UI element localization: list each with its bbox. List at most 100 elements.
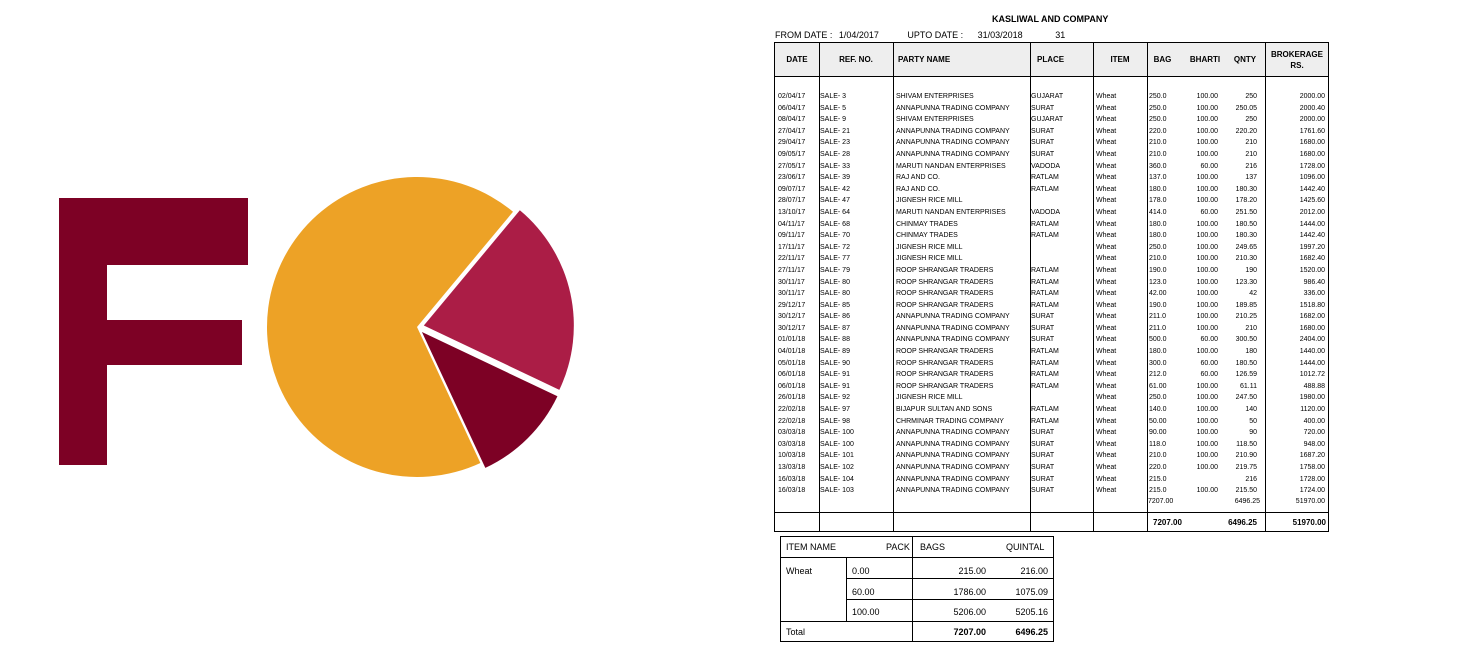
cell-ref: SALE- 72 — [820, 243, 850, 251]
cell-place: RATLAM — [1031, 174, 1059, 182]
cell-item: Wheat — [1096, 185, 1117, 193]
cell-bag: 180.0 — [1149, 185, 1167, 193]
cell-brokerage: 986.40 — [1303, 278, 1325, 286]
cell-party: CHRMINAR TRADING COMPANY — [896, 417, 1004, 425]
cell-qnty: 189.85 — [1235, 301, 1257, 309]
cell-qnty: 180.30 — [1235, 185, 1257, 193]
cell-item: Wheat — [1096, 406, 1117, 414]
cell-date: 30/11/17 — [778, 278, 805, 286]
cell-place: RATLAM — [1031, 382, 1059, 390]
cell-ref: SALE- 64 — [820, 208, 850, 216]
cell-bharti: 100.00 — [1196, 324, 1218, 332]
cell-qnty: 190 — [1245, 266, 1257, 274]
cell-qnty: 210 — [1245, 139, 1257, 147]
cell-bag: 250.0 — [1149, 394, 1167, 402]
summary-bags: 5206.00 — [953, 607, 986, 617]
summary-pack: 60.00 — [852, 587, 875, 597]
subtotal-bag: 7207.00 — [1148, 498, 1174, 505]
cell-ref: SALE- 88 — [820, 336, 850, 344]
letter-f-shape — [59, 198, 248, 465]
cell-ref: SALE- 77 — [820, 255, 850, 263]
cell-qnty: 126.59 — [1235, 371, 1257, 379]
cell-item: Wheat — [1096, 313, 1117, 321]
cell-brokerage: 1761.60 — [1299, 127, 1325, 135]
cell-bag: 250.0 — [1149, 116, 1167, 124]
cell-ref: SALE- 103 — [820, 487, 854, 495]
total-divider — [775, 512, 1328, 513]
summary-total-label: Total — [786, 627, 806, 637]
cell-brokerage: 1680.00 — [1299, 150, 1325, 158]
cell-place: SURAT — [1031, 475, 1055, 483]
summary-col-bags: BAGS — [920, 542, 946, 552]
summary-quintal: 216.00 — [1020, 566, 1048, 576]
total-brokerage: 51970.00 — [1292, 518, 1326, 527]
cell-qnty: 251.50 — [1235, 208, 1257, 216]
cell-ref: SALE- 100 — [820, 440, 854, 448]
cell-place: SURAT — [1031, 464, 1055, 471]
cell-ref: SALE- 5 — [820, 104, 847, 112]
cell-brokerage: 948.00 — [1303, 440, 1325, 448]
table-row: 09/05/17 SALE- 28 ANNAPUNNA TRADING COMPAN… — [775, 149, 1330, 161]
cell-place: SURAT — [1031, 139, 1055, 147]
col-item: ITEM — [1110, 55, 1130, 64]
cell-bharti: 100.00 — [1196, 220, 1218, 228]
cell-bag: 250.0 — [1149, 104, 1167, 112]
cell-qnty: 180.30 — [1235, 232, 1257, 240]
cell-brokerage: 1518.80 — [1299, 301, 1325, 309]
cell-bharti: 100.00 — [1196, 452, 1218, 460]
table-row: 06/01/18 SALE- 91 ROOP SHRANGAR TRADERS RAT… — [775, 369, 1330, 381]
cell-ref: SALE- 39 — [820, 174, 850, 182]
cell-party: SHIVAM ENTERPRISES — [896, 93, 974, 100]
cell-place: RATLAM — [1031, 417, 1059, 425]
col-date: DATE — [786, 55, 808, 64]
table-body: 02/04/17 SALE- 3 SHIVAM ENTERPRISES GUJARAT… — [775, 91, 1330, 497]
cell-bag: 211.0 — [1149, 324, 1166, 332]
table-row: 27/05/17 SALE- 33 MARUTI NANDAN ENTERPRISE… — [775, 161, 1330, 173]
cell-ref: SALE- 91 — [820, 371, 850, 379]
cell-brokerage: 1980.00 — [1299, 394, 1325, 402]
summary-pack: 100.00 — [852, 607, 880, 617]
cell-qnty: 90 — [1249, 429, 1257, 437]
table-row: 30/11/17 SALE- 80 ROOP SHRANGAR TRADERS RAT… — [775, 288, 1330, 300]
cell-ref: SALE- 3 — [820, 93, 847, 100]
cell-item: Wheat — [1096, 232, 1117, 240]
cell-date: 03/03/18 — [778, 440, 806, 448]
cell-item: Wheat — [1096, 324, 1117, 332]
table-row: 27/11/17 SALE- 79 ROOP SHRANGAR TRADERS RAT… — [775, 265, 1330, 277]
cell-place: RATLAM — [1031, 290, 1059, 298]
cell-bharti: 100.00 — [1196, 417, 1218, 425]
cell-item: Wheat — [1096, 266, 1117, 274]
cell-party: ROOP SHRANGAR TRADERS — [896, 301, 994, 309]
table-row: 30/12/17 SALE- 87 ANNAPUNNA TRADING COMPAN… — [775, 323, 1330, 335]
cell-qnty: 137 — [1245, 174, 1257, 182]
cell-qnty: 180.50 — [1235, 359, 1257, 367]
cell-party: ANNAPUNNA TRADING COMPANY — [896, 127, 1010, 135]
cell-item: Wheat — [1096, 116, 1117, 124]
cell-place: SURAT — [1031, 313, 1055, 321]
cell-date: 30/12/17 — [778, 313, 806, 321]
cell-ref: SALE- 100 — [820, 429, 854, 437]
cell-qnty: 216 — [1245, 162, 1257, 170]
cell-party: JIGNESH RICE MILL — [896, 197, 963, 205]
cell-bharti: 100.00 — [1196, 174, 1218, 182]
summary-pack-divider — [846, 558, 847, 621]
cell-bag: 220.0 — [1149, 464, 1167, 471]
cell-item: Wheat — [1096, 243, 1117, 251]
summary-mid-lines — [846, 578, 1054, 600]
table-header: DATE REF. NO. PARTY NAME PLACE ITEM BAG … — [775, 43, 1328, 77]
cell-date: 16/03/18 — [778, 475, 806, 483]
cell-ref: SALE- 80 — [820, 290, 850, 298]
table-row: 10/03/18 SALE- 101 ANNAPUNNA TRADING COMPA… — [775, 450, 1330, 462]
cell-bag: 123.0 — [1149, 278, 1167, 286]
cell-ref: SALE- 101 — [820, 452, 854, 460]
cell-date: 01/01/18 — [778, 336, 806, 344]
cell-place: SURAT — [1031, 440, 1055, 448]
cell-bharti: 100.00 — [1196, 255, 1218, 263]
cell-party: ROOP SHRANGAR TRADERS — [896, 382, 994, 390]
summary-col-quintal: QUINTAL — [1006, 542, 1045, 552]
cell-bag: 215.0 — [1149, 487, 1167, 495]
cell-bharti: 100.00 — [1196, 243, 1218, 251]
cell-ref: SALE- 79 — [820, 266, 850, 274]
cell-brokerage: 1444.00 — [1299, 359, 1325, 367]
cell-bharti: 100.00 — [1196, 127, 1218, 135]
